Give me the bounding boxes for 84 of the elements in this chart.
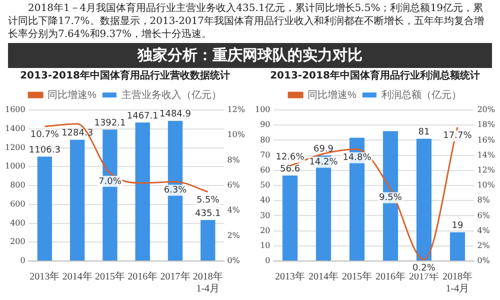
chart-title: 2013-2018年中国体育用品行业利润总额统计 — [270, 70, 480, 82]
y2-tick-label: 20% — [477, 105, 496, 114]
y-tick-label: 40 — [260, 196, 270, 205]
y2-tick-label: 6% — [477, 210, 490, 220]
y-tick-label: 100 — [254, 105, 270, 114]
y-tick-label: 80 — [260, 135, 270, 144]
bar — [37, 156, 52, 260]
x-tick-label: 2018年1-4月 — [442, 270, 472, 295]
y2-tick-label: 8% — [477, 196, 490, 205]
data-label: 14.8% — [342, 153, 372, 164]
data-label: 14.2% — [309, 158, 338, 168]
x-tick-label: 2014年 — [62, 270, 92, 283]
legend-label: 主营业务收入（亿元） — [121, 88, 222, 101]
y-tick-label: 1000 — [5, 162, 26, 171]
data-label: 5.5% — [196, 196, 220, 206]
data-label: 12.6% — [276, 152, 305, 163]
y-tick-label: 1600 — [5, 105, 26, 114]
y-tick-label: 50 — [260, 180, 270, 190]
bar — [70, 140, 85, 260]
text: 独家分析：重庆网球队的实力对比 — [8, 43, 492, 68]
y2-tick-label: 4% — [477, 226, 490, 235]
y2-tick-label: 14% — [477, 150, 496, 160]
y-tick-label: 30 — [260, 210, 270, 220]
x-tick-label: 2014年 — [308, 270, 339, 283]
x-tick-label: 2015年 — [94, 270, 125, 283]
data-label: 19 — [452, 221, 464, 232]
y-tick-label: 70 — [260, 150, 270, 160]
y2-tick-label: 12% — [227, 105, 246, 114]
y2-tick-label: 2% — [477, 240, 490, 250]
y-tick-label: 200 — [10, 237, 26, 246]
x-tick-label: 2013年 — [275, 270, 306, 283]
y-tick-label: 90 — [260, 120, 270, 130]
data-label: 0.2% — [412, 263, 436, 274]
y-tick-label: 400 — [10, 218, 26, 228]
y2-tick-label: 6% — [227, 180, 240, 190]
y-tick-label: 800 — [10, 180, 26, 190]
data-label: 9.5% — [379, 193, 402, 204]
y-tick-label: 10 — [260, 240, 270, 250]
data-label: 1467.1 — [126, 111, 158, 122]
y2-tick-label: 10% — [477, 180, 496, 190]
y2-tick-label: 12% — [477, 165, 496, 174]
data-label: 81 — [418, 128, 430, 138]
legend-label: 同比增速% — [48, 88, 97, 101]
bar — [450, 232, 466, 260]
x-tick-label: 2018年1-4月 — [192, 270, 223, 295]
y2-tick-label: 0% — [477, 256, 490, 266]
bar — [282, 176, 298, 260]
x-tick-label: 2017年 — [160, 270, 190, 283]
y2-tick-label: 18% — [477, 120, 496, 130]
y-tick-label: 0 — [20, 256, 26, 266]
text: 2018年1－4月我国体育用品行业主营业务收入435.1亿元，累计同比增长5.5%；利润总额19亿元，累计同比下降17.7%。数据显示，2013-2017年我国体育用品行业收入和利润都在不断增长，五年年均复合增长率分别为7.64%和9.37%，增长十分迅速。 — [8, 2, 486, 41]
x-tick-label: 2016年 — [375, 270, 406, 283]
data-label: 1484.9 — [160, 110, 192, 120]
y2-tick-label: 8% — [227, 155, 240, 164]
y-tick-label: 60 — [260, 165, 270, 174]
chart-title: 2013-2018年中国体育用品行业营收数据统计 — [20, 70, 230, 82]
y2-tick-label: 0% — [227, 256, 240, 266]
x-tick-label: 2013年 — [30, 270, 60, 283]
y-tick-label: 1400 — [5, 124, 26, 133]
data-label: 1106.3 — [28, 145, 60, 156]
data-label: 6.3% — [164, 186, 188, 196]
x-tick-label: 2017年 — [408, 270, 439, 283]
y2-tick-label: 16% — [477, 135, 496, 144]
y2-tick-label: 4% — [227, 206, 240, 215]
data-label: 69.9 — [313, 144, 334, 154]
y2-tick-label: 10% — [227, 130, 246, 140]
y2-tick-label: 2% — [227, 230, 240, 240]
y-tick-label: 20 — [260, 226, 270, 235]
legend-label: 同比增速% — [308, 88, 357, 101]
y-tick-label: 1200 — [5, 142, 26, 152]
data-label: 435.1 — [195, 208, 221, 219]
legend-label: 利润总额（亿元） — [381, 88, 462, 101]
bar — [135, 122, 150, 260]
bar — [200, 220, 216, 260]
data-label: 7.0% — [98, 176, 122, 187]
data-label: 56.6 — [280, 164, 300, 174]
data-label: 1392.1 — [94, 118, 126, 128]
y-tick-label: 600 — [10, 199, 26, 208]
x-tick-label: 2016年 — [128, 270, 158, 283]
bar — [416, 138, 432, 260]
data-label: 10.7% — [30, 130, 60, 140]
data-label: 17.7% — [443, 131, 472, 142]
y-tick-label: 0 — [265, 256, 270, 266]
x-tick-label: 2015年 — [342, 270, 372, 283]
